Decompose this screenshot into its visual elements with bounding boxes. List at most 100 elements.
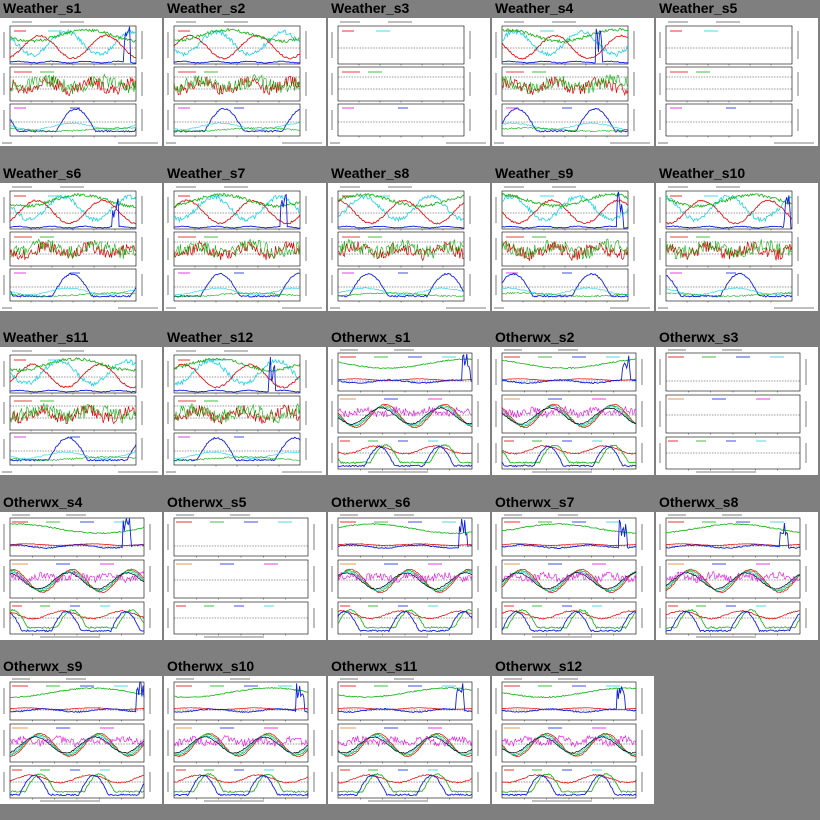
plot-thumbnail[interactable] <box>492 347 654 475</box>
tile-title: Weather_s10 <box>659 165 746 181</box>
series-line <box>9 772 145 793</box>
series-line <box>9 455 137 462</box>
series-line <box>501 122 629 131</box>
series-line <box>173 734 309 748</box>
gallery-tile[interactable]: Otherwx_s8 <box>656 494 818 656</box>
tile-title: Weather_s6 <box>3 165 82 181</box>
gallery-tile[interactable]: Weather_s3 <box>328 0 490 162</box>
series-line <box>665 241 793 261</box>
gallery-tile[interactable]: Otherwx_s6 <box>328 494 490 656</box>
gallery-tile[interactable]: Weather_s9 <box>492 165 654 327</box>
gallery-tile[interactable]: Weather_s2 <box>164 0 326 162</box>
plot-thumbnail[interactable] <box>492 512 654 640</box>
plot-image <box>495 514 643 638</box>
gallery-tile[interactable]: Weather_s7 <box>164 165 326 327</box>
series-line <box>337 568 473 594</box>
series-line <box>665 568 801 594</box>
plot-thumbnail[interactable] <box>0 18 162 146</box>
series-line <box>9 198 137 229</box>
series-line <box>10 707 145 710</box>
series-line <box>9 357 137 373</box>
plot-thumbnail[interactable] <box>492 18 654 146</box>
plot-panel-1 <box>337 352 473 392</box>
series-line <box>337 518 473 549</box>
series-line <box>173 74 301 94</box>
plot-image <box>331 349 479 473</box>
series-line <box>501 519 637 549</box>
tile-title: Weather_s7 <box>167 165 246 181</box>
plot-image <box>331 514 479 638</box>
tile-title: Otherwx_s12 <box>495 658 583 674</box>
series-line <box>9 518 145 550</box>
series-line <box>173 291 301 298</box>
series-line <box>665 571 801 584</box>
series-line <box>9 287 137 296</box>
plot-thumbnail[interactable] <box>0 183 162 311</box>
series-line <box>9 389 137 393</box>
series-line <box>337 736 473 754</box>
gallery-tile[interactable]: Otherwx_s1 <box>328 329 490 491</box>
plot-panel-1 <box>665 352 801 392</box>
gallery-tile[interactable]: Weather_s6 <box>0 165 162 327</box>
plot-image <box>2 350 158 473</box>
plot-thumbnail[interactable] <box>0 512 162 640</box>
plot-thumbnail[interactable] <box>328 18 490 146</box>
gallery-tile[interactable]: Weather_s11 <box>0 329 162 491</box>
plot-thumbnail[interactable] <box>164 183 326 311</box>
series-line <box>173 60 301 64</box>
gallery-tile[interactable]: Otherwx_s12 <box>492 658 654 820</box>
plot-thumbnail[interactable] <box>492 676 654 804</box>
series-line <box>501 199 629 225</box>
plot-thumbnail[interactable] <box>164 676 326 804</box>
series-line <box>9 610 144 620</box>
series-line <box>337 772 473 793</box>
plot-thumbnail[interactable] <box>328 347 490 475</box>
tile-title: Weather_s8 <box>331 165 410 181</box>
series-line <box>502 608 637 630</box>
series-line <box>501 191 629 229</box>
series-line <box>173 732 309 758</box>
plot-image <box>330 21 486 144</box>
plot-thumbnail[interactable] <box>164 18 326 146</box>
plot-thumbnail[interactable] <box>0 676 162 804</box>
series-line <box>9 192 136 209</box>
series-line <box>173 122 301 131</box>
series-line <box>9 735 145 755</box>
gallery-tile[interactable]: Otherwx_s4 <box>0 494 162 656</box>
plot-thumbnail[interactable] <box>492 183 654 311</box>
gallery-tile[interactable]: Weather_s5 <box>656 0 818 162</box>
gallery-tile[interactable]: Otherwx_s11 <box>328 658 490 820</box>
gallery-tile[interactable]: Otherwx_s9 <box>0 658 162 820</box>
series-line <box>338 687 473 699</box>
plot-thumbnail[interactable] <box>656 18 818 146</box>
plot-image <box>3 514 151 638</box>
gallery-tile[interactable]: Weather_s8 <box>328 165 490 327</box>
gallery-tile[interactable]: Otherwx_s10 <box>164 658 326 820</box>
series-line <box>9 358 137 387</box>
series-line <box>173 75 301 96</box>
series-line <box>501 610 637 620</box>
gallery-tile[interactable]: Weather_s10 <box>656 165 818 327</box>
plot-thumbnail[interactable] <box>328 512 490 640</box>
series-line <box>337 199 465 225</box>
gallery-tile[interactable]: Weather_s1 <box>0 0 162 162</box>
gallery-tile[interactable]: Weather_s12 <box>164 329 326 491</box>
gallery-tile[interactable]: Otherwx_s2 <box>492 329 654 491</box>
plot-thumbnail[interactable] <box>328 183 490 311</box>
tile-title: Otherwx_s4 <box>3 494 83 510</box>
plot-thumbnail[interactable] <box>164 512 326 640</box>
plot-thumbnail[interactable] <box>164 347 326 475</box>
series-line <box>9 126 137 133</box>
gallery-tile[interactable]: Weather_s4 <box>492 0 654 162</box>
gallery-tile[interactable]: Otherwx_s3 <box>656 329 818 491</box>
gallery-tile[interactable]: Otherwx_s5 <box>164 494 326 656</box>
plot-image <box>167 678 315 802</box>
plot-thumbnail[interactable] <box>0 347 162 475</box>
tile-title: Otherwx_s7 <box>495 494 575 510</box>
plot-thumbnail[interactable] <box>656 512 818 640</box>
plot-thumbnail[interactable] <box>656 183 818 311</box>
plot-thumbnail[interactable] <box>328 676 490 804</box>
plot-thumbnail[interactable] <box>656 347 818 475</box>
series-line <box>9 451 137 460</box>
gallery-tile[interactable]: Otherwx_s7 <box>492 494 654 656</box>
